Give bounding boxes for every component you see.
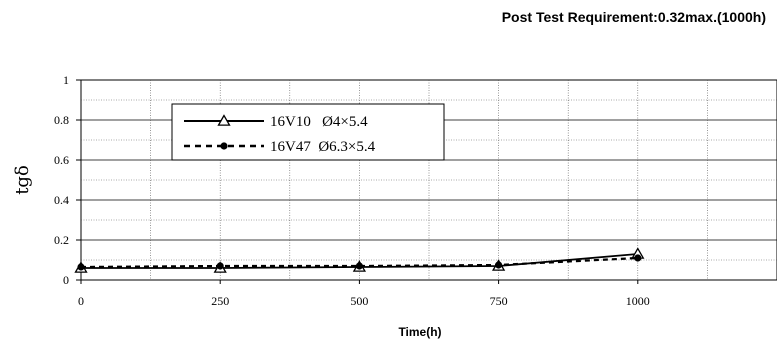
circle-marker	[355, 262, 363, 270]
circle-marker	[220, 142, 228, 150]
y-tick-label: 0.8	[54, 113, 69, 127]
legend: 16V10 Ø4×5.4 16V47 Ø6.3×5.4	[171, 103, 445, 161]
y-axis-ticks: 0 0.2 0.4 0.6 0.8 1	[54, 73, 81, 287]
y-tick-label: 0	[63, 273, 69, 287]
y-tick-label: 1	[63, 73, 69, 87]
series-layer	[74, 247, 645, 273]
y-tick-label: 0.4	[54, 193, 69, 207]
x-tick-label: 750	[490, 294, 508, 308]
circle-marker	[495, 261, 503, 269]
series-2	[77, 254, 642, 271]
x-tick-label: 500	[350, 294, 368, 308]
requirement-title: Post Test Requirement:0.32max.(1000h)	[502, 9, 766, 25]
x-axis-ticks: 0 250 500 750 1000	[78, 280, 650, 308]
y-tick-label: 0.2	[54, 233, 69, 247]
circle-marker	[216, 262, 224, 270]
triangle-marker	[217, 114, 231, 126]
x-tick-label: 0	[78, 294, 84, 308]
y-tick-label: 0.6	[54, 153, 69, 167]
legend-entry-label: 16V10 Ø4×5.4	[270, 114, 368, 130]
circle-marker	[77, 263, 85, 271]
x-axis-label: Time(h)	[398, 325, 441, 339]
x-tick-label: 1000	[626, 294, 650, 308]
x-tick-label: 250	[211, 294, 229, 308]
legend-box	[171, 103, 445, 161]
y-axis-label: tgδ	[12, 165, 33, 195]
series-line	[80, 256, 638, 269]
legend-entry-label: 16V47 Ø6.3×5.4	[270, 139, 376, 155]
circle-marker	[634, 254, 642, 262]
